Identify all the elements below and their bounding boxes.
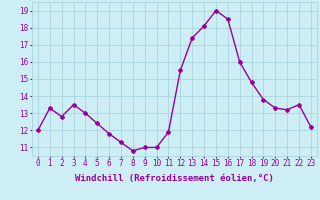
X-axis label: Windchill (Refroidissement éolien,°C): Windchill (Refroidissement éolien,°C) [75, 174, 274, 183]
